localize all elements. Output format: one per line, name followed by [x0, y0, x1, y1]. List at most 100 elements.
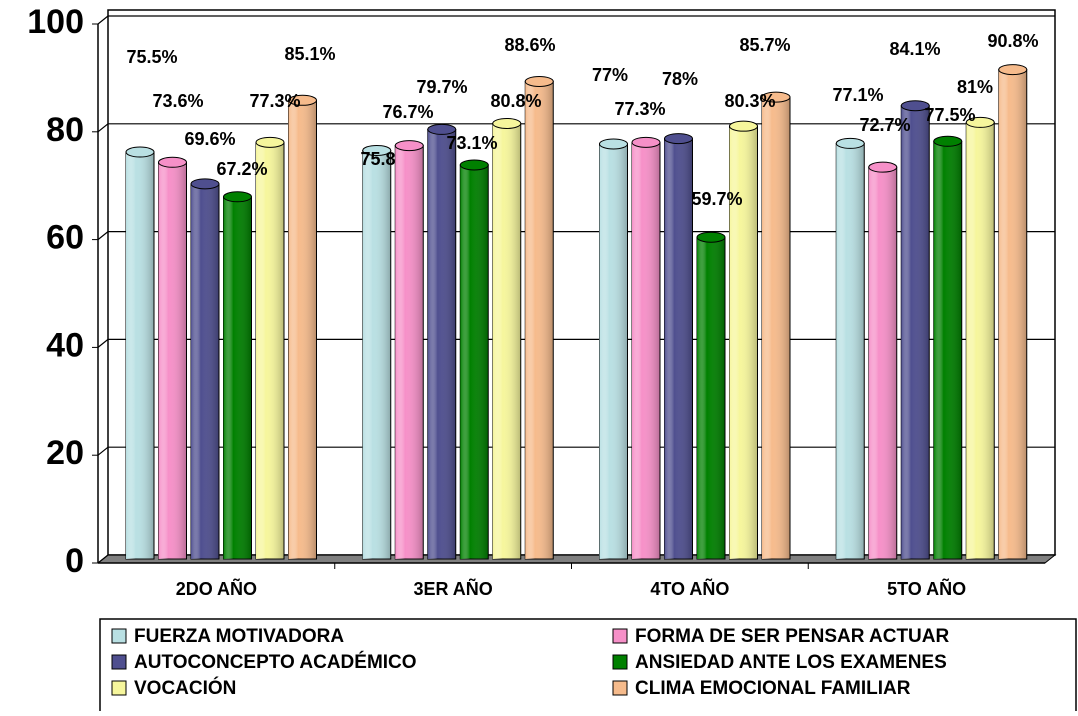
value-label: 72.7%: [859, 115, 910, 135]
x-tick-label: 4TO AÑO: [650, 578, 729, 599]
bar-shade: [998, 69, 1027, 559]
value-label: 81%: [957, 77, 993, 97]
bar-shade: [427, 129, 456, 560]
bar-shade: [632, 142, 660, 559]
bar-top: [868, 161, 898, 173]
bar-top: [492, 117, 522, 129]
bar-shade: [362, 150, 391, 560]
bar-shade: [664, 138, 693, 559]
bar-shade: [395, 145, 424, 559]
value-label: 76.7%: [382, 102, 433, 122]
bar-top: [255, 136, 285, 148]
bar-top: [631, 136, 661, 148]
bar: [965, 116, 995, 560]
bar-top: [125, 146, 155, 158]
bar-top: [190, 178, 220, 190]
bar: [998, 64, 1028, 560]
y-tick-label: 20: [46, 434, 84, 472]
x-tick-label: 3ER AÑO: [413, 578, 492, 599]
bar-top: [524, 75, 554, 87]
legend-label: ANSIEDAD ANTE LOS EXAMENES: [635, 652, 947, 673]
bar-top: [696, 231, 726, 243]
bar-shade: [288, 100, 317, 559]
bar: [664, 133, 693, 560]
value-label: 73.1%: [446, 133, 497, 153]
bar-top: [394, 140, 424, 152]
bar-shade: [256, 142, 284, 559]
value-label: 75.5%: [126, 47, 177, 67]
bar: [524, 75, 554, 560]
bar: [158, 156, 187, 560]
bar: [696, 231, 726, 560]
bar-top: [362, 144, 392, 156]
bar: [288, 94, 317, 560]
bar: [394, 140, 424, 560]
value-label: 67.2%: [216, 159, 267, 179]
bar-top: [933, 135, 963, 147]
bar: [761, 91, 791, 560]
value-label: 78%: [662, 69, 698, 89]
bar-shade: [223, 196, 252, 560]
bar-top: [965, 116, 995, 128]
bar-top: [223, 191, 252, 203]
grid-line: [97, 15, 1055, 25]
legend-swatch: [612, 628, 628, 644]
bar: [255, 136, 285, 560]
bar-top: [761, 91, 791, 103]
bar: [729, 120, 758, 560]
value-label: 88.6%: [504, 35, 555, 55]
bar-shade: [599, 143, 628, 559]
bar-top: [459, 159, 489, 171]
bar-shade: [729, 126, 758, 560]
bar-top: [158, 156, 187, 168]
bar-top: [288, 94, 317, 106]
value-label: 73.6%: [152, 91, 203, 111]
legend-swatch: [612, 680, 628, 696]
bar-top: [835, 137, 865, 149]
bar-top: [599, 138, 628, 150]
bar-top: [427, 123, 457, 135]
bar-shade: [762, 97, 790, 560]
value-label: 85.7%: [739, 35, 790, 55]
bar-top: [998, 64, 1028, 76]
bar: [125, 146, 155, 560]
y-tick-label: 100: [27, 3, 84, 41]
bar: [868, 161, 898, 560]
legend-box: [99, 618, 1077, 716]
value-label: 77.5%: [924, 105, 975, 125]
legend-label: FUERZA MOTIVADORA: [134, 626, 344, 647]
legend-swatch: [111, 680, 127, 696]
value-label: 77.3%: [614, 99, 665, 119]
bar-shade: [191, 183, 219, 559]
bar-shade: [158, 162, 187, 559]
value-label: 79.7%: [416, 77, 467, 97]
y-tick-label: 40: [46, 326, 84, 364]
legend-swatch: [111, 628, 127, 644]
bar: [459, 159, 489, 560]
bar: [933, 135, 963, 560]
bar-shade: [460, 164, 489, 559]
bar: [427, 123, 457, 560]
bar-shade: [492, 123, 521, 559]
value-label: 59.7%: [691, 189, 742, 209]
bar: [599, 138, 628, 560]
bar: [362, 144, 392, 560]
bar-top: [664, 133, 693, 145]
x-tick-label: 5TO AÑO: [887, 578, 966, 599]
bar: [900, 100, 930, 560]
value-label: 77.3%: [249, 91, 300, 111]
value-label: 85.1%: [284, 44, 335, 64]
bar: [223, 191, 252, 560]
y-tick-label: 60: [46, 219, 84, 257]
bar-shade: [525, 81, 554, 560]
bar: [835, 137, 865, 560]
bar: [631, 136, 661, 560]
bar-shade: [697, 237, 725, 560]
value-label: 80.3%: [724, 91, 775, 111]
bar-shade: [126, 152, 154, 559]
legend-swatch: [612, 654, 628, 670]
legend-swatch: [111, 654, 127, 670]
y-tick-label: 80: [46, 111, 84, 149]
bar-shade: [933, 141, 962, 559]
